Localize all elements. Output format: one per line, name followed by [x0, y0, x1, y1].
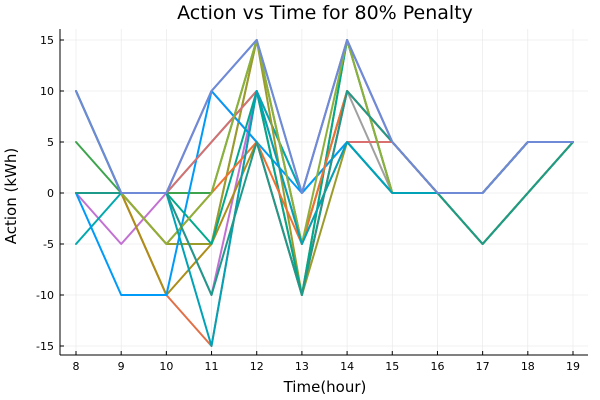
chart-title: Action vs Time for 80% Penalty	[177, 2, 473, 24]
y-tick-label: -5	[43, 238, 54, 251]
x-axis-ticks: 8 9 10 11 12 13 14 15 16 17 18 19	[73, 351, 580, 373]
y-tick-label: 0	[47, 187, 54, 200]
y-tick-label: 5	[47, 136, 54, 149]
x-axis-title: Time(hour)	[283, 378, 367, 396]
x-tick-label: 19	[566, 360, 580, 373]
y-axis-ticks: -15 -10 -5 0 5 10 15	[36, 34, 64, 353]
x-tick-label: 12	[250, 360, 264, 373]
y-axis-title: Action (kWh)	[2, 148, 20, 244]
x-tick-label: 17	[476, 360, 490, 373]
y-tick-label: 10	[40, 85, 54, 98]
y-tick-label: -10	[36, 289, 54, 302]
x-tick-label: 9	[118, 360, 125, 373]
series-line-17	[75, 39, 574, 194]
x-tick-label: 10	[159, 360, 173, 373]
y-tick-label: -15	[36, 340, 54, 353]
x-tick-label: 8	[73, 360, 80, 373]
x-tick-label: 13	[295, 360, 309, 373]
x-tick-label: 18	[521, 360, 535, 373]
y-tick-label: 15	[40, 34, 54, 47]
x-tick-label: 15	[385, 360, 399, 373]
x-tick-label: 11	[205, 360, 219, 373]
series-layer	[75, 39, 574, 347]
x-tick-label: 16	[430, 360, 444, 373]
x-tick-label: 14	[340, 360, 354, 373]
axes	[59, 29, 588, 356]
